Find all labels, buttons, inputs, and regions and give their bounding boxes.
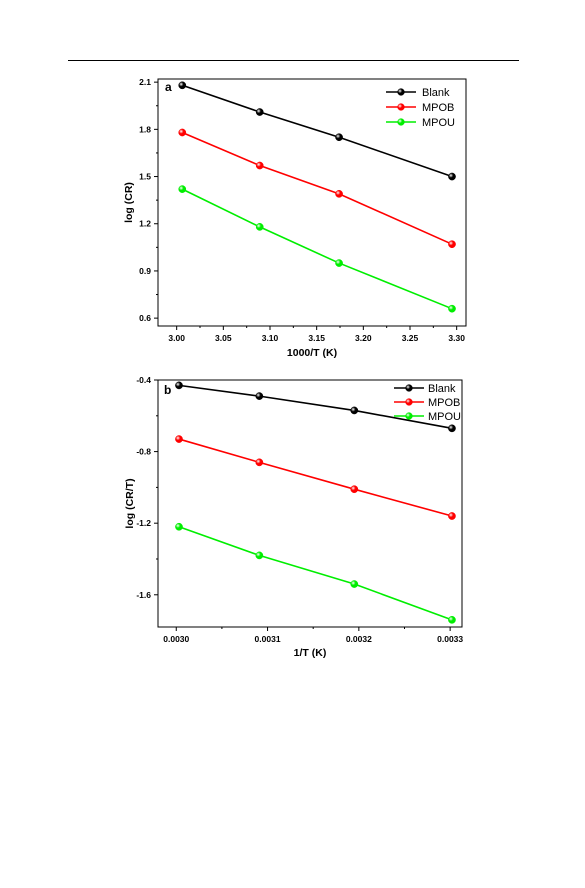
y-tick-label: 1.8 (139, 124, 151, 134)
x-tick-label: 3.05 (215, 333, 232, 343)
y-tick-label: 2.1 (139, 77, 151, 87)
panel-label: b (164, 383, 171, 397)
series-line-mpou (178, 526, 453, 621)
x-tick-label: 3.10 (262, 333, 279, 343)
x-tick-label: 3.25 (402, 333, 419, 343)
series-line-mpob (181, 131, 453, 245)
y-tick-label: -0.4 (136, 375, 151, 385)
x-tick-label: 3.20 (355, 333, 372, 343)
y-tick-label: 1.5 (139, 172, 151, 182)
x-tick-label: 3.15 (308, 333, 325, 343)
data-point-mpou (448, 304, 456, 313)
data-point-blank (255, 392, 264, 400)
data-point-blank (448, 424, 456, 433)
data-point-mpou (178, 185, 187, 193)
legend-marker (397, 103, 405, 111)
y-tick-label: 0.6 (139, 313, 151, 323)
page-top-rule (68, 60, 519, 61)
y-tick-label: -1.6 (136, 590, 151, 600)
y-tick-label: -0.8 (136, 447, 151, 457)
legend-marker (405, 398, 413, 406)
x-tick-label: 3.00 (168, 333, 185, 343)
y-axis-label: log (CR/T) (124, 478, 136, 528)
x-tick-label: 0.0033 (437, 634, 463, 644)
legend-marker (397, 118, 405, 126)
data-point-mpob (178, 128, 187, 137)
data-point-mpou (255, 551, 264, 560)
x-axis-label: 1000/T (K) (287, 347, 337, 359)
data-point-mpob (448, 512, 456, 520)
data-point-mpob (175, 435, 183, 443)
data-point-mpou (350, 580, 359, 588)
legend-marker (405, 412, 413, 420)
y-tick-label: 0.9 (139, 266, 151, 276)
legend-label: MPOU (422, 117, 455, 129)
legend-label: Blank (428, 383, 456, 395)
y-tick-label: -1.2 (136, 518, 151, 528)
data-point-mpob (448, 240, 456, 249)
series-line-mpob (178, 438, 453, 517)
data-point-blank (350, 406, 359, 415)
legend-label: Blank (422, 87, 450, 99)
legend-marker (405, 384, 413, 392)
x-tick-label: 0.0030 (163, 634, 189, 644)
data-point-blank (255, 108, 264, 116)
data-point-mpob (335, 189, 343, 198)
plot-frame (157, 78, 467, 327)
legend-label: MPOB (422, 102, 454, 114)
data-point-blank (448, 172, 456, 181)
y-axis-label: log (CR) (123, 182, 135, 223)
legend-label: MPOU (428, 411, 461, 423)
plot-frame (157, 379, 463, 628)
data-point-mpou (175, 522, 183, 531)
data-point-mpob (255, 161, 264, 170)
data-point-blank (335, 133, 343, 142)
data-point-mpou (448, 615, 456, 624)
panel-label: a (165, 80, 172, 94)
legend-marker (397, 88, 405, 96)
x-tick-label: 0.0031 (255, 634, 281, 644)
series-line-blank (178, 384, 453, 430)
data-point-mpob (255, 458, 264, 467)
data-point-mpob (350, 485, 359, 494)
x-axis-label: 1/T (K) (294, 647, 327, 659)
x-tick-label: 3.30 (448, 333, 465, 343)
data-point-mpou (335, 259, 343, 267)
data-point-blank (175, 381, 183, 390)
data-point-blank (178, 81, 187, 90)
data-point-mpou (255, 223, 264, 231)
legend-label: MPOB (428, 397, 460, 409)
x-tick-label: 0.0032 (346, 634, 372, 644)
series-line-mpou (181, 188, 453, 310)
series-line-blank (182, 84, 453, 178)
y-tick-label: 1.2 (139, 219, 151, 229)
